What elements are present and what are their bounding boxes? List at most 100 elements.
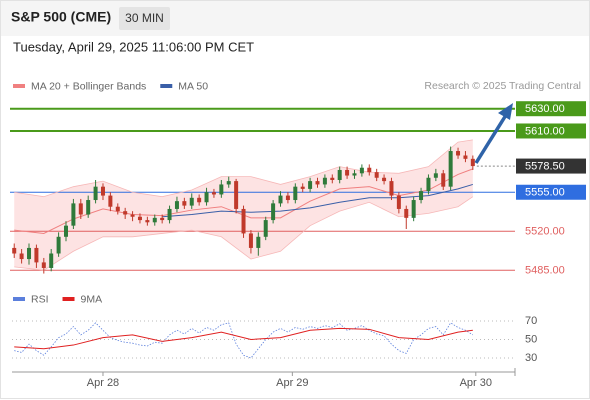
candle-body <box>441 173 446 187</box>
candle-body <box>108 195 113 207</box>
candle-body <box>263 220 268 237</box>
candle-body <box>19 253 24 260</box>
rsi-line <box>14 322 474 359</box>
candle-body <box>426 177 431 192</box>
subtitle: Tuesday, April 29, 2025 11:06:00 PM CET <box>13 39 254 54</box>
rsi-legend-swatch <box>62 297 75 301</box>
candle-body <box>470 158 475 167</box>
header-bar <box>1 1 589 36</box>
x-tick-label: Apr 28 <box>87 377 119 389</box>
candle-body <box>308 181 313 189</box>
candle-body <box>404 208 409 218</box>
candle-body <box>285 195 290 201</box>
source: Research © 2025 Trading Central <box>424 80 581 92</box>
candle-body <box>100 186 105 196</box>
candle-body <box>27 247 32 260</box>
candle-body <box>115 206 120 212</box>
candle-body <box>63 225 68 237</box>
price-label: 5630.00 <box>525 103 565 115</box>
rsi-legend-label: RSI <box>31 293 49 305</box>
band-upper <box>14 139 473 198</box>
candle-body <box>456 151 461 156</box>
price-label: 5520.00 <box>525 226 565 238</box>
rsi-tick-label: 50 <box>525 333 537 345</box>
candle-body <box>123 211 128 215</box>
moving-average <box>162 183 473 218</box>
candle-body <box>315 181 320 185</box>
candle-body <box>337 169 342 180</box>
candle-body <box>78 203 83 215</box>
price-label: 5610.00 <box>525 125 565 137</box>
candle-body <box>396 195 401 209</box>
legend-swatch <box>160 84 173 88</box>
price-label: 5485.00 <box>525 265 565 277</box>
candle-body <box>167 208 172 221</box>
candle-body <box>448 151 453 187</box>
candle-body <box>93 186 98 201</box>
price-label-box <box>516 101 586 117</box>
candle-body <box>463 155 468 159</box>
candle-body <box>130 214 135 217</box>
candle-body <box>86 200 91 215</box>
candle-body <box>12 247 17 254</box>
rsi-ma <box>14 327 473 350</box>
candle-body <box>411 200 416 218</box>
rsi-legend-label: 9MA <box>81 293 103 305</box>
candle-body <box>256 236 261 248</box>
legend-swatch <box>13 84 25 88</box>
candle-body <box>322 177 327 185</box>
timeframe-box <box>119 7 170 30</box>
candle-body <box>34 247 39 263</box>
price-label-box <box>516 158 586 174</box>
candle-body <box>197 197 202 203</box>
candle-body <box>359 167 364 174</box>
candle-body <box>152 217 157 223</box>
candle-body <box>145 220 150 223</box>
band-lower <box>14 196 474 271</box>
candle-body <box>382 177 387 182</box>
candle-body <box>300 186 305 189</box>
candle-body <box>71 203 76 226</box>
candle-body <box>278 195 283 204</box>
candle-body <box>204 192 209 203</box>
candle-body <box>293 186 298 201</box>
candle-body <box>41 262 46 268</box>
candle-body <box>367 167 372 173</box>
bollinger-band <box>14 139 473 271</box>
candle-body <box>189 197 194 206</box>
legend-label: MA 50 <box>178 80 208 92</box>
candle-body <box>211 192 216 195</box>
moving-average <box>14 168 474 234</box>
arrow-head <box>498 103 513 120</box>
candle-body <box>389 181 394 196</box>
candle-body <box>433 173 438 178</box>
candle-body <box>271 203 276 221</box>
candle-body <box>330 177 335 180</box>
candle-body <box>219 184 224 195</box>
candle-body <box>137 216 142 221</box>
candle-body <box>248 233 253 248</box>
candle-body <box>56 236 61 254</box>
candle-body <box>182 201 187 206</box>
rsi-tick-label: 70 <box>525 315 537 327</box>
price-label: 5578.50 <box>525 160 565 172</box>
price-label-box <box>516 184 586 200</box>
legend-label: MA 20 + Bollinger Bands <box>31 80 146 92</box>
x-tick-label: Apr 30 <box>460 377 492 389</box>
candle-body <box>49 253 54 268</box>
candle-body <box>226 181 231 185</box>
candle-body <box>234 181 239 209</box>
rsi-tick-label: 30 <box>525 352 537 364</box>
x-tick-label: Apr 29 <box>276 377 308 389</box>
arrow-shaft <box>474 114 508 164</box>
candle-body <box>374 172 379 178</box>
candle-body <box>419 191 424 201</box>
candle-body <box>352 173 357 176</box>
chart-title: S&P 500 (CME) <box>11 9 111 25</box>
candle-body <box>160 217 165 221</box>
candle-body <box>174 201 179 209</box>
candle-body <box>345 169 350 176</box>
rsi-legend-swatch <box>13 297 25 301</box>
price-label: 5555.00 <box>525 187 565 199</box>
